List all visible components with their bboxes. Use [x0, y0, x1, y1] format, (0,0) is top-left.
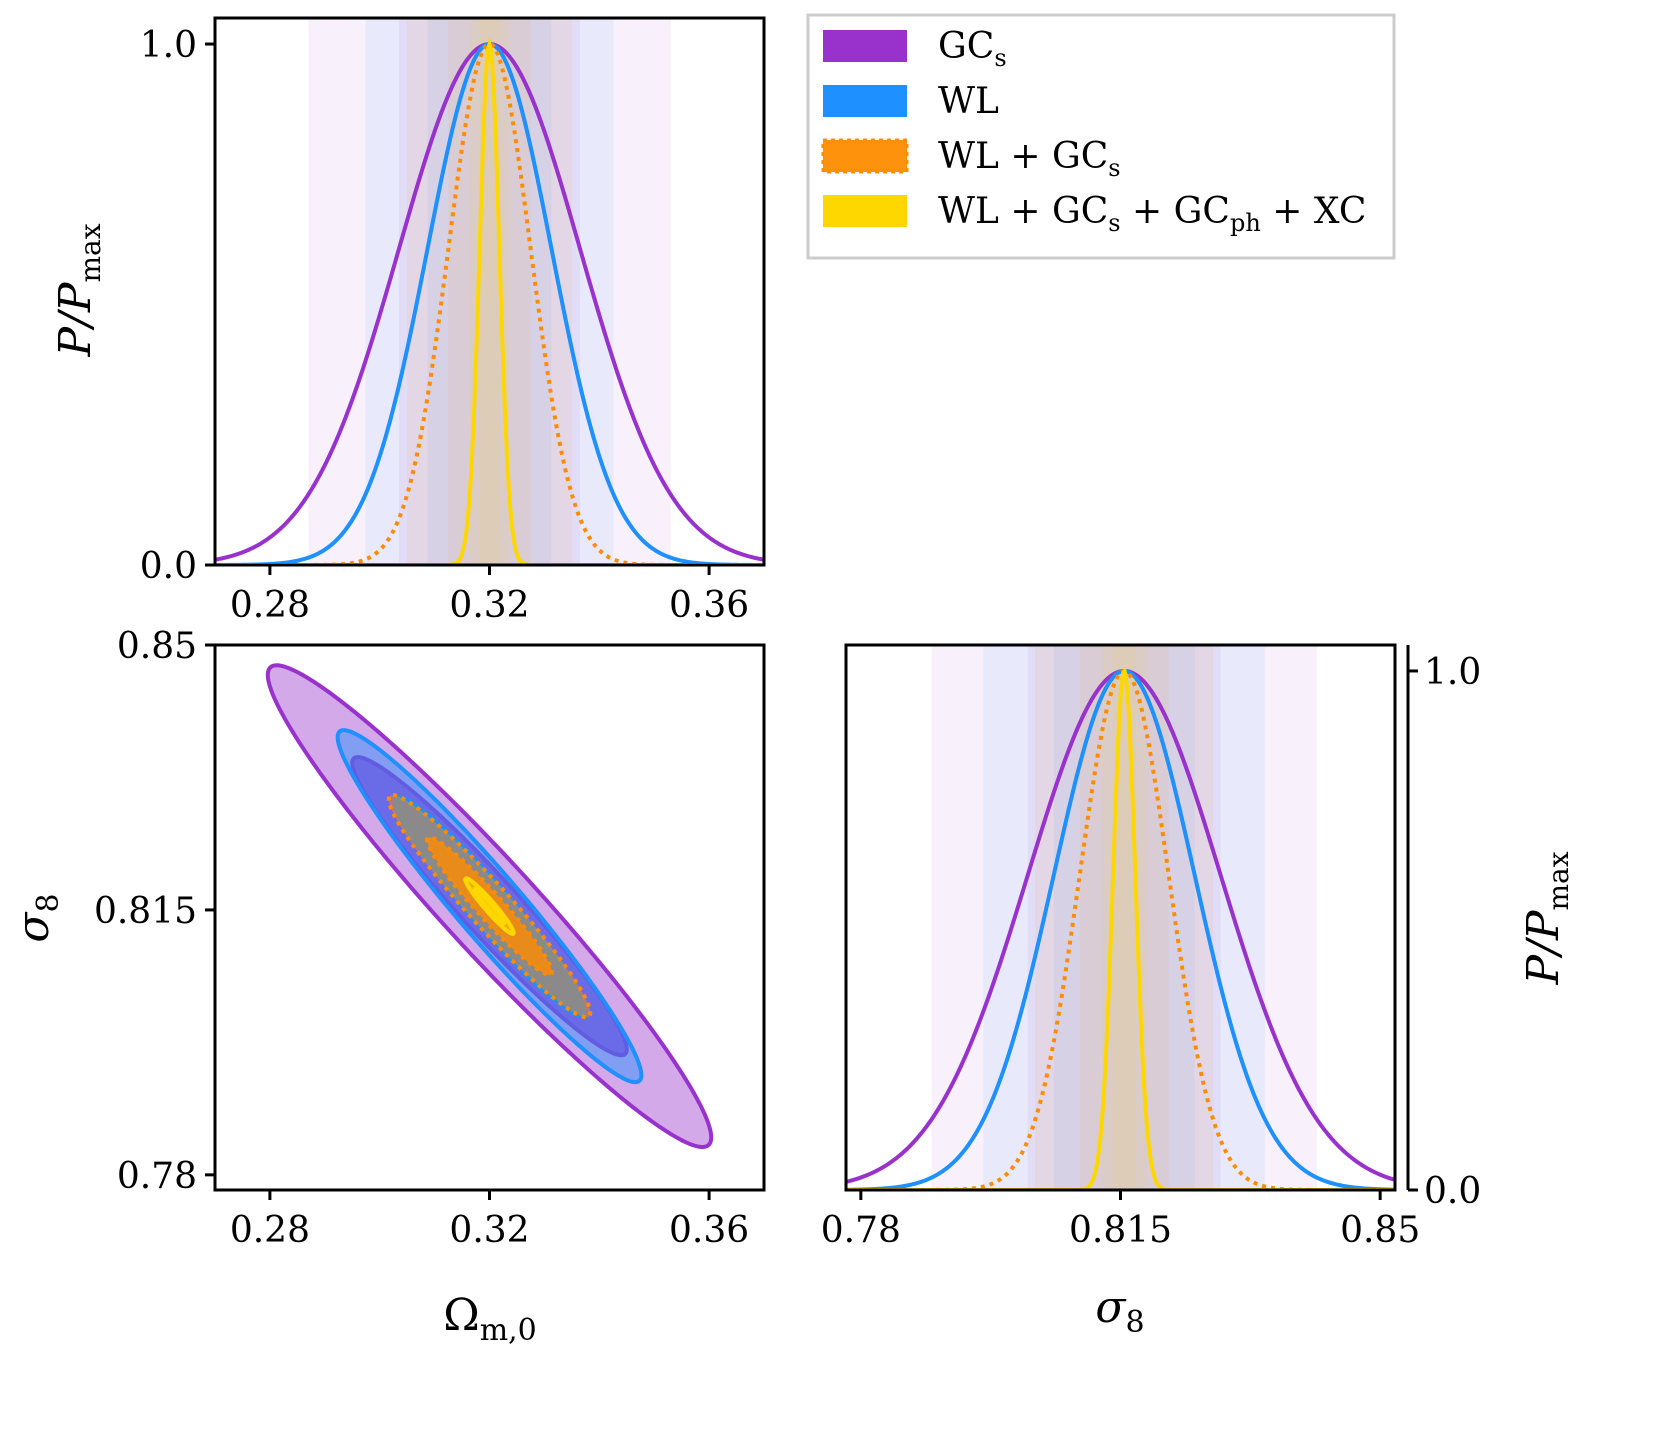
joint-contour-ytick-label: 0.815	[94, 891, 197, 932]
xlabel-main: Ω	[443, 1290, 479, 1341]
omega-marginal-ytick-label: 0.0	[140, 546, 197, 587]
omega-marginal-ylabel: P/Pmax	[50, 223, 107, 357]
sigma8-marginal-all-curve	[846, 666, 1395, 1190]
legend-label-gcs: GCs	[938, 26, 1007, 72]
omega-marginal-xtick-label: 0.28	[230, 585, 310, 626]
legend-text-main: WL + GC	[938, 136, 1108, 177]
sigma8-marginal-wl-band-2sigma	[983, 645, 1266, 1190]
xlabel-sub: 8	[1125, 1305, 1144, 1340]
sigma8-marginal-wl_gcs-band-2sigma	[1035, 645, 1214, 1190]
omega-marginal-wl-band-1sigma	[427, 18, 552, 565]
omega-marginal-all-band-1sigma	[479, 18, 500, 565]
legend-text-sub: s	[1108, 154, 1120, 182]
joint-contour-xtick-label: 0.36	[669, 1210, 749, 1251]
omega-marginal-plot-area	[215, 18, 764, 565]
joint-contour-xtick-label: 0.28	[230, 1210, 310, 1251]
sigma8-marginal-gcs-band-1sigma	[1027, 645, 1221, 1190]
legend-swatch-wl_gcs	[821, 138, 909, 174]
sigma8-marginal-all-band-2sigma	[1101, 645, 1147, 1190]
legend-text-tail: + XC	[1261, 191, 1367, 232]
legend-label-wl: WL	[938, 81, 999, 122]
sigma8-marginal-ytick-label: 1.0	[1424, 652, 1481, 693]
sigma8-marginal-ytick-label: 0.0	[1424, 1171, 1481, 1212]
sigma8-marginal-wl-curve	[846, 668, 1395, 1190]
ylabel-sub: max	[74, 223, 107, 282]
ylabel-main: P/P	[1518, 909, 1569, 985]
joint-contour-ylabel: σ8	[8, 893, 66, 942]
legend-text-mid: + GC	[1121, 191, 1230, 232]
omega-marginal-wl-band-2sigma	[365, 18, 614, 565]
legend-text-main: WL	[938, 81, 999, 122]
sigma8-marginal-xtick-label: 0.78	[821, 1210, 901, 1251]
omega-marginal-xtick-label: 0.36	[669, 585, 749, 626]
omega-marginal-gcs-band-2sigma	[308, 18, 671, 565]
legend-text-main: GC	[938, 26, 994, 67]
ylabel-sub: 8	[31, 893, 66, 912]
legend-label-all: WL + GCs + GCph + XC	[938, 191, 1366, 237]
xlabel-sub: m,0	[480, 1313, 537, 1348]
joint-contour-ytick-label: 0.78	[117, 1156, 197, 1197]
legend-text-sub: s	[1108, 209, 1120, 237]
legend-text-sub: s	[994, 44, 1006, 72]
legend-swatch-all	[823, 195, 907, 227]
sigma8-marginal-wl-band-1sigma	[1053, 645, 1195, 1190]
sigma8-marginal-gcs-band-2sigma	[931, 645, 1318, 1190]
ylabel-sub: max	[1542, 851, 1575, 910]
omega-marginal-wl_gcs-band-2sigma	[407, 18, 572, 565]
sigma8-marginal-xtick-label: 0.85	[1340, 1210, 1420, 1251]
legend-swatch-wl	[823, 85, 907, 117]
sigma8-marginal-wl_gcs-band-1sigma	[1079, 645, 1169, 1190]
sigma8-marginal-ylabel: P/Pmax	[1518, 851, 1575, 985]
omega-marginal-wl_gcs-band-1sigma	[448, 18, 531, 565]
omega-marginal-xtick-label: 0.32	[449, 585, 529, 626]
legend-swatch-gcs	[823, 30, 907, 62]
sigma8-marginal-all-band-1sigma	[1113, 645, 1136, 1190]
legend-text-main: WL + GC	[938, 191, 1108, 232]
legend-label-wl_gcs: WL + GCs	[938, 136, 1121, 182]
joint-contour-ytick-label: 0.85	[117, 626, 197, 667]
omega-marginal-all-curve	[215, 36, 764, 565]
joint-contour-xlabel: Ωm,0	[443, 1290, 537, 1348]
omega-marginal-ytick-label: 1.0	[140, 25, 197, 66]
ylabel-main: σ	[8, 911, 59, 943]
joint-contour-xtick-label: 0.32	[449, 1210, 529, 1251]
legend-text-sub2: ph	[1230, 209, 1261, 237]
sigma8-marginal-xlabel: σ8	[1095, 1282, 1144, 1340]
joint-contour-all-contour-68	[472, 886, 507, 926]
sigma8-marginal-xtick-label: 0.815	[1069, 1210, 1172, 1251]
omega-marginal-gcs-band-1sigma	[398, 18, 581, 565]
joint-contour-plot-area	[265, 663, 714, 1149]
xlabel-main: σ	[1095, 1282, 1127, 1333]
ylabel-main: P/P	[50, 281, 101, 357]
sigma8-marginal-plot-area	[846, 645, 1395, 1190]
